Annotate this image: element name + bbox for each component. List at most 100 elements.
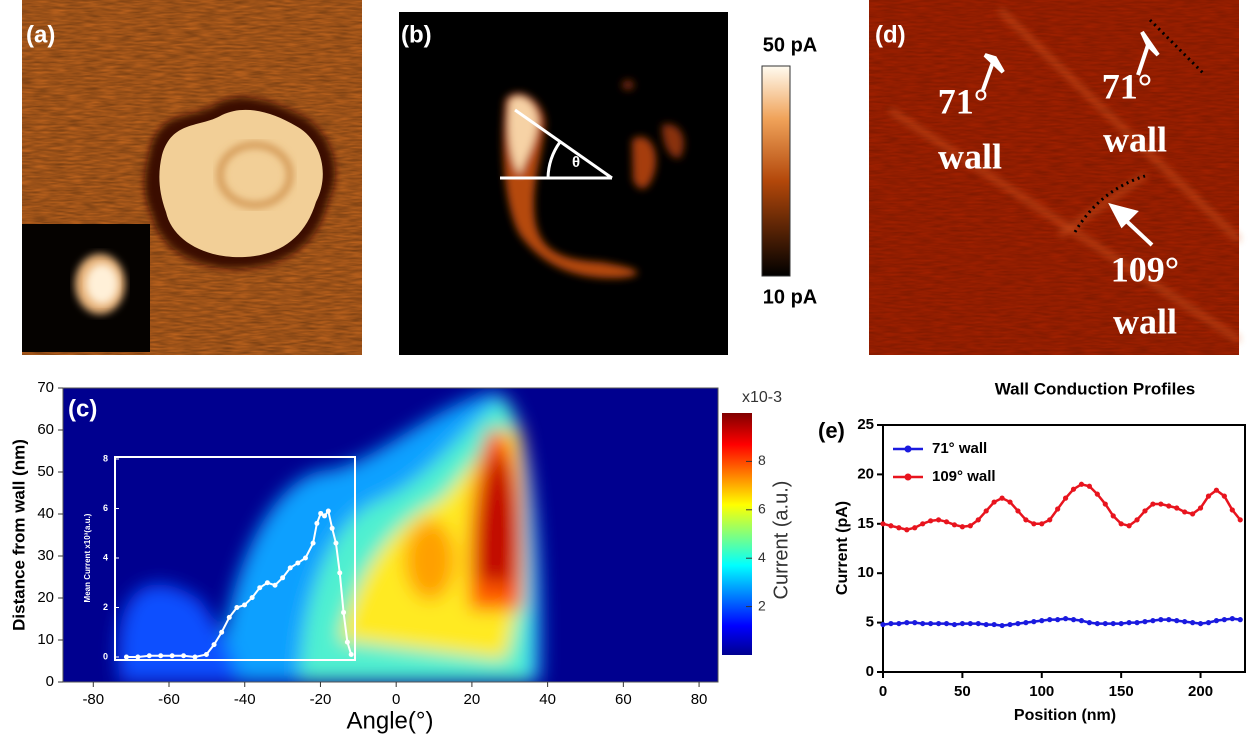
point <box>1118 521 1124 527</box>
y-tick-label: 50 <box>37 463 54 480</box>
colorbar-tick-label: 6 <box>758 501 766 517</box>
point <box>904 620 910 626</box>
inset-point <box>333 540 339 546</box>
point <box>928 620 934 627</box>
panel-e: Wall Conduction Profiles (e) Position (n… <box>818 379 1246 724</box>
colorbar-tick-label: 4 <box>758 549 766 565</box>
point <box>896 620 902 627</box>
point <box>935 517 942 523</box>
colorbar-label: Current (a.u.) <box>770 481 792 600</box>
inset-y-tick-label: 2 <box>103 602 108 612</box>
panel-c: (c) Angle(°) Distance from wall (nm) Cur… <box>9 379 792 734</box>
point <box>1110 513 1116 519</box>
y-tick-label: 10 <box>37 631 54 648</box>
inset-point <box>325 508 331 514</box>
panel-b: θ (b) 50 pA 10 pA <box>399 12 817 355</box>
colorbar-tick-label: 8 <box>758 452 766 468</box>
point <box>935 620 942 627</box>
point <box>1150 618 1156 624</box>
point <box>1229 507 1235 513</box>
point <box>959 620 965 627</box>
x-tick-label: -20 <box>310 691 332 708</box>
point <box>1015 508 1021 514</box>
y-axis-label: Distance from wall (nm) <box>9 439 28 631</box>
point <box>1237 617 1243 623</box>
angle-arc <box>546 141 562 179</box>
point <box>1205 620 1212 626</box>
inset-point <box>192 654 198 660</box>
colorbar <box>761 65 791 277</box>
point <box>1086 483 1093 489</box>
point <box>1094 491 1100 497</box>
point <box>1055 617 1061 623</box>
point <box>920 521 926 527</box>
point <box>888 523 894 529</box>
panel-label: (d) <box>875 21 906 48</box>
dotted-wall <box>1148 18 1207 77</box>
inset-point <box>318 510 324 516</box>
point <box>1047 517 1053 523</box>
inset-point <box>322 513 328 519</box>
domain-feature <box>217 142 293 208</box>
point <box>1190 620 1196 626</box>
y-tick-label: 20 <box>37 589 54 606</box>
colorbar-max: 50 pA <box>763 34 817 56</box>
inset-point <box>337 570 343 576</box>
inset-point <box>302 555 308 561</box>
panel-label: (c) <box>68 395 97 422</box>
point <box>1062 616 1069 622</box>
inset-point <box>226 614 232 620</box>
panel-a: (a) <box>22 0 362 355</box>
point <box>1126 523 1132 529</box>
wall-angle: 109° <box>1111 249 1179 289</box>
x-tick-label: 80 <box>691 691 708 708</box>
point <box>912 620 918 626</box>
inset-point <box>257 585 263 591</box>
point <box>1221 617 1227 623</box>
point <box>1166 617 1172 623</box>
y-tick-label: 20 <box>857 465 874 482</box>
inset-point <box>344 639 350 645</box>
inset-point <box>169 653 175 659</box>
inset-point <box>234 605 240 610</box>
panel-label: (e) <box>818 418 845 443</box>
point <box>1221 493 1227 499</box>
wall-streaks <box>888 8 1241 342</box>
colorbar <box>722 413 752 655</box>
point <box>1182 619 1188 625</box>
point <box>1015 620 1021 627</box>
wall-label: wall <box>938 136 1002 176</box>
point <box>983 508 989 514</box>
point <box>983 621 989 628</box>
y-tick-label: 10 <box>857 564 874 581</box>
scale-exponent: -3 <box>768 389 782 406</box>
point <box>975 620 981 627</box>
point <box>896 525 902 531</box>
point <box>1094 620 1100 627</box>
point <box>1158 617 1164 623</box>
texture <box>869 0 1239 355</box>
scale-base: x10 <box>742 389 768 406</box>
inset-y-tick-label: 4 <box>103 552 108 562</box>
inset-y-tick-label: 0 <box>103 651 108 661</box>
heatmap <box>63 388 718 682</box>
inset-y-tick-label: 8 <box>103 453 108 463</box>
point <box>991 499 997 505</box>
inset-point <box>264 580 270 586</box>
point <box>888 620 894 627</box>
point <box>951 522 958 528</box>
point <box>880 521 886 527</box>
legend-label: 109° wall <box>932 468 996 485</box>
point <box>1007 621 1013 628</box>
point <box>928 518 934 524</box>
inset-point <box>310 540 316 546</box>
point <box>1197 505 1204 511</box>
inset-point <box>314 520 320 526</box>
point <box>1229 616 1235 622</box>
point <box>1102 501 1108 507</box>
point <box>1213 618 1220 624</box>
colorbar-min: 10 pA <box>763 286 817 308</box>
point <box>1134 517 1140 523</box>
inset-point <box>295 560 301 566</box>
